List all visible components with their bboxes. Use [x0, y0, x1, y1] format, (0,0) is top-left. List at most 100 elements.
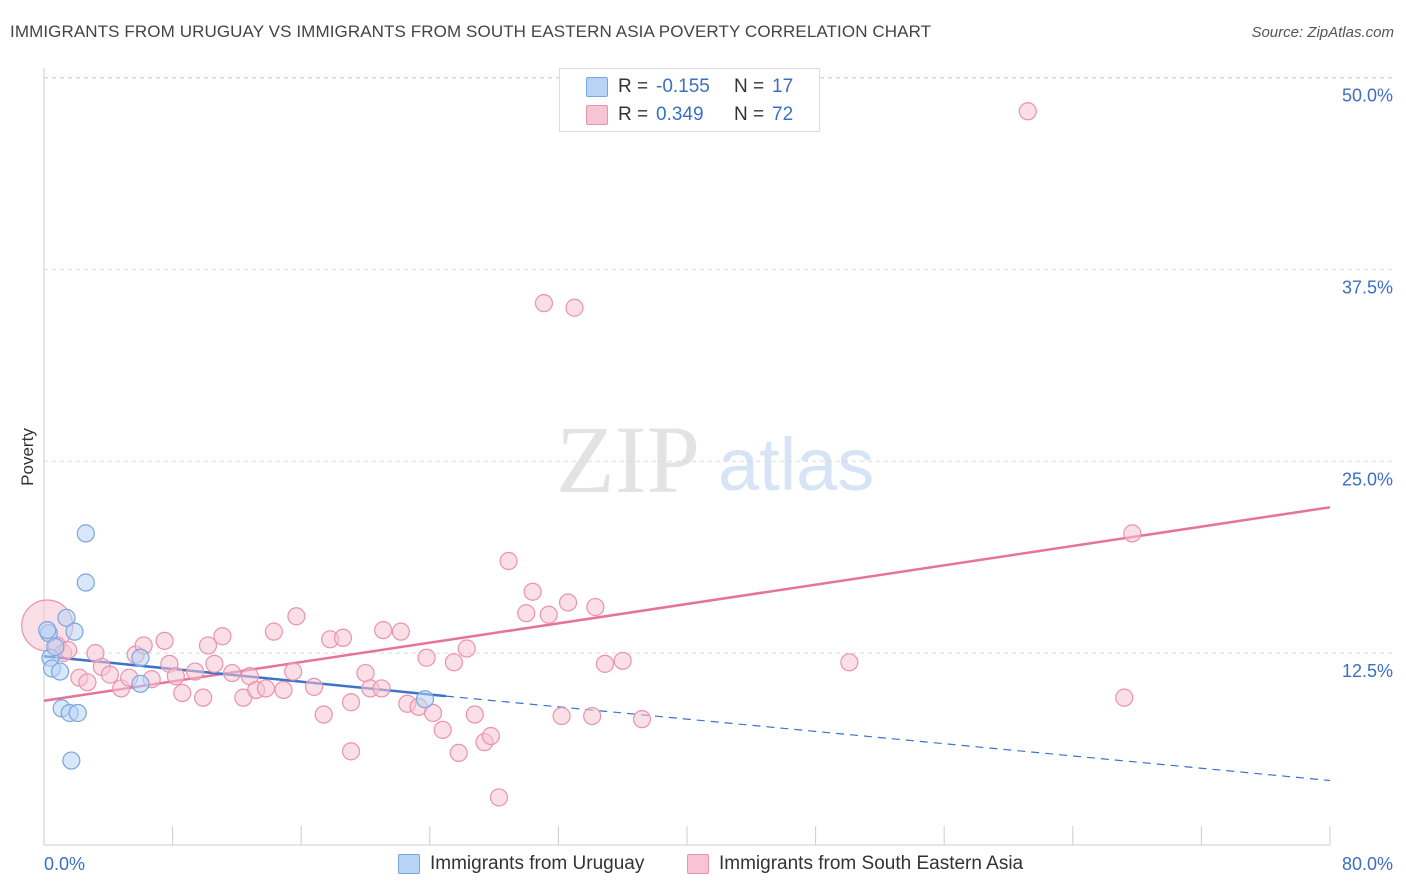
sea-point [539, 605, 558, 624]
sea-point [534, 294, 554, 313]
uruguay-point [76, 573, 95, 592]
uruguay-point [131, 674, 150, 693]
x-tick-labels: 0.0% 80.0% [44, 854, 1393, 874]
watermark-atlas: atlas [718, 423, 874, 506]
sea-point [166, 667, 185, 686]
sea-point [186, 662, 205, 681]
chart-title: IMMIGRANTS FROM URUGUAY VS IMMIGRANTS FR… [10, 22, 932, 41]
sea-point [595, 654, 615, 673]
uruguay-point [50, 662, 70, 681]
x-tick-label: 80.0% [1342, 854, 1393, 874]
sea-point [374, 620, 393, 640]
sea-point [840, 653, 859, 672]
stats-row-sea: R = 0.349 N = 72 [560, 101, 819, 129]
sea-point [78, 673, 97, 692]
r-label: R = [618, 76, 649, 97]
sea-point [314, 705, 333, 724]
sea-point [205, 654, 224, 673]
axes [43, 68, 1331, 846]
uruguay-point [65, 622, 84, 641]
uruguay-point [38, 620, 57, 640]
sea-point [481, 726, 500, 746]
uruguay-point [68, 703, 87, 723]
sea-point [256, 679, 275, 698]
sea-point [391, 622, 410, 641]
sea-point [372, 679, 391, 698]
n-label: N = [734, 104, 765, 125]
y-tick-label: 25.0% [1342, 469, 1393, 489]
sea-point [433, 720, 452, 739]
r-label: R = [618, 104, 649, 125]
r-value: -0.155 [656, 76, 710, 97]
sea-point [341, 693, 361, 712]
stats-row-uruguay: R = -0.155 N = 17 [560, 73, 819, 101]
trend-lines [43, 506, 1331, 782]
uruguay-point [57, 608, 76, 627]
sea-point [264, 622, 283, 641]
watermark-zip: ZIP [556, 406, 700, 513]
sea-point [173, 683, 192, 703]
series-legend: Immigrants from Uruguay Immigrants from … [0, 852, 1406, 876]
n-value: 72 [772, 104, 794, 125]
sea-point [499, 551, 518, 571]
sea-point [1115, 688, 1134, 707]
y-axis-label: Poverty [18, 428, 37, 486]
sea-point [552, 706, 571, 726]
sea-point [287, 607, 306, 626]
uruguay-trend-extension [445, 695, 1331, 782]
sea-point [198, 636, 218, 655]
sea-point [465, 705, 484, 724]
y-tick-labels: 12.5% 25.0% 37.5% 50.0% [1342, 86, 1393, 682]
sea-point [213, 627, 232, 646]
uruguay-swatch [398, 854, 420, 874]
uruguay-point [415, 690, 435, 709]
data-points [21, 102, 1142, 807]
sea-point [457, 639, 476, 658]
legend-label-sea: Immigrants from South Eastern Asia [719, 853, 1024, 874]
sea-point [304, 677, 324, 696]
sea-point [565, 298, 584, 317]
stats-legend: R = -0.155 N = 17 R = 0.349 N = 72 [559, 68, 820, 132]
r-value: 0.349 [656, 104, 704, 125]
uruguay-point [76, 524, 95, 543]
legend-label-uruguay: Immigrants from Uruguay [430, 853, 645, 874]
sea-point [284, 662, 303, 681]
sea-point [194, 688, 213, 707]
gridlines [44, 77, 1393, 654]
n-value: 17 [772, 76, 794, 97]
sea-trend-line [43, 506, 1331, 702]
watermark: ZIP atlas [556, 406, 874, 513]
n-label: N = [734, 76, 765, 97]
x-tick-label: 0.0% [44, 854, 85, 874]
sea-point [356, 663, 375, 683]
sea-point [583, 706, 602, 726]
sea-point [558, 593, 578, 612]
y-tick-label: 37.5% [1342, 277, 1393, 297]
sea-point [586, 597, 605, 617]
sea-swatch [687, 854, 709, 874]
sea-point [222, 663, 242, 683]
sea-point [100, 665, 120, 684]
uruguay-point [131, 648, 150, 667]
sea-point [1123, 524, 1142, 543]
sea-point [274, 680, 293, 700]
sea-point [449, 743, 468, 763]
y-tick-label: 50.0% [1342, 86, 1393, 106]
sea-point [1018, 102, 1037, 121]
sea-point [155, 631, 174, 650]
uruguay-swatch [586, 77, 608, 97]
sea-point [613, 651, 632, 670]
sea-swatch [586, 105, 608, 125]
sea-point [341, 742, 361, 761]
y-tick-label: 12.5% [1342, 661, 1393, 681]
uruguay-point [46, 637, 65, 657]
sea-point [417, 648, 436, 667]
sea-point [333, 628, 353, 647]
sea-point [517, 604, 536, 623]
source-label: Source: ZipAtlas.com [1251, 24, 1394, 41]
sea-point [632, 710, 652, 729]
sea-point [444, 653, 464, 672]
sea-point [489, 788, 509, 807]
uruguay-point [62, 751, 81, 770]
